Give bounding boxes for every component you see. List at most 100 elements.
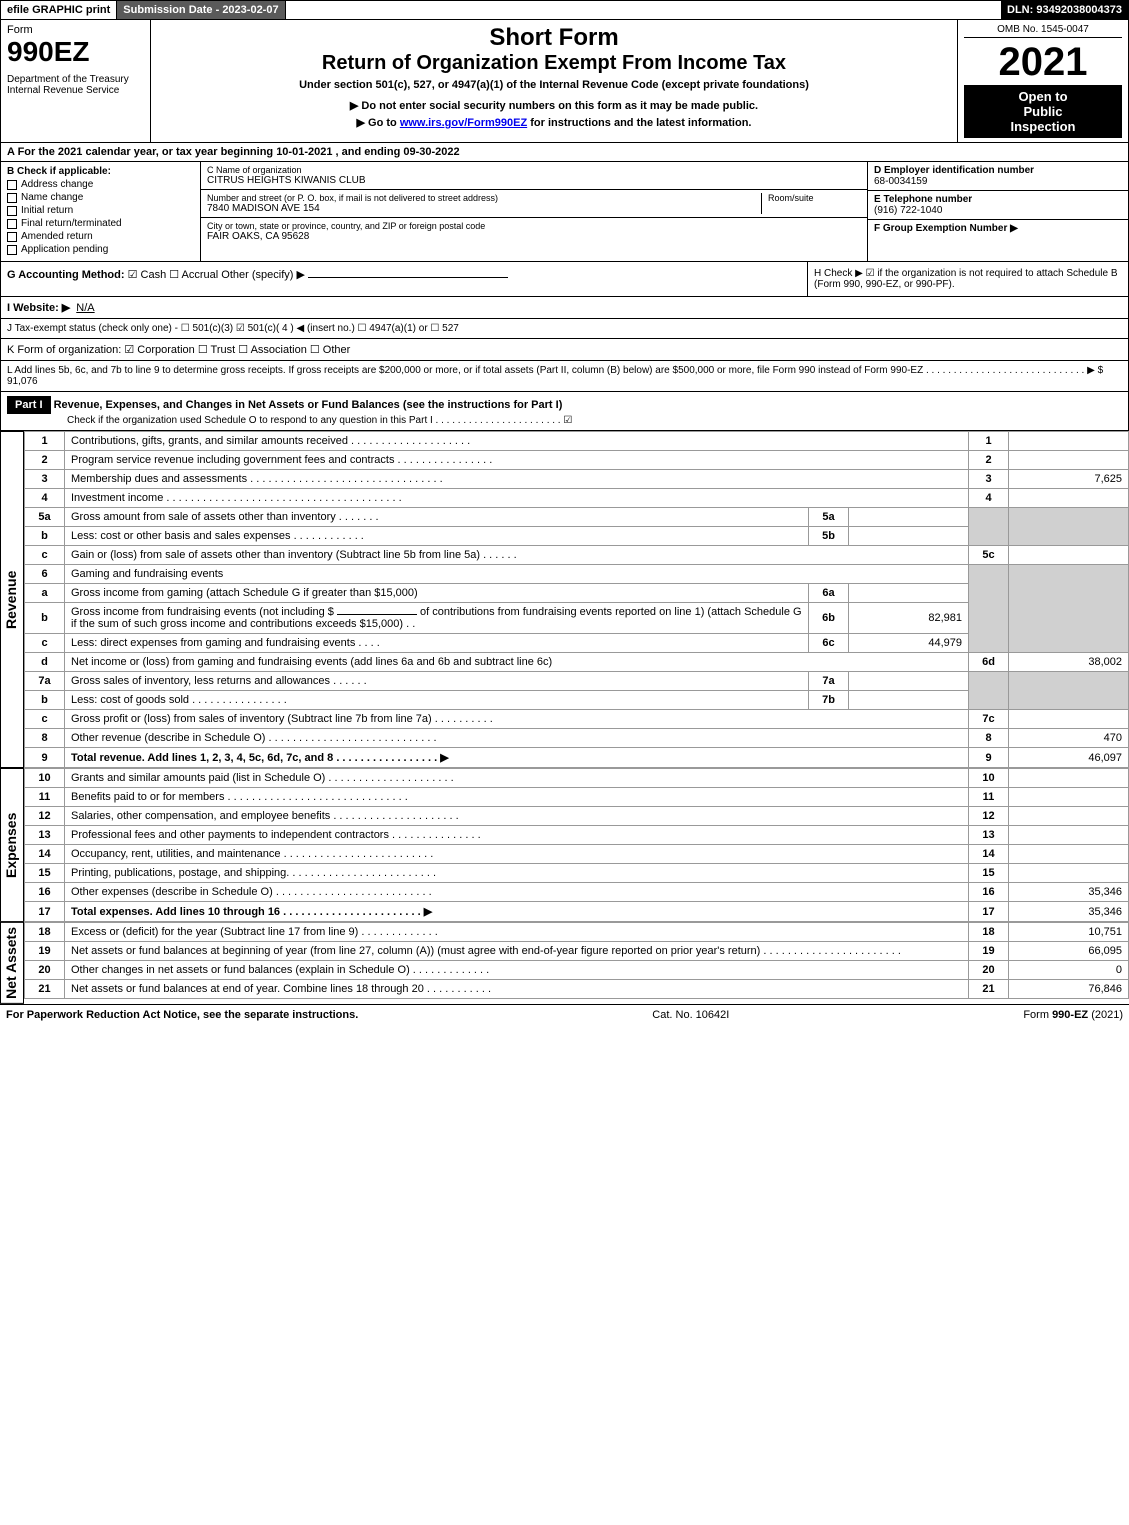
g-options: ☑ Cash ☐ Accrual Other (specify) ▶ <box>128 269 305 281</box>
form-title: Return of Organization Exempt From Incom… <box>157 52 951 75</box>
col-def: D Employer identification number 68-0034… <box>868 162 1128 261</box>
e-phone-label: E Telephone number <box>874 194 972 205</box>
goto-note: ▶ Go to www.irs.gov/Form990EZ for instru… <box>157 116 951 129</box>
part1-tag: Part I <box>7 396 51 414</box>
addr-label: Number and street (or P. O. box, if mail… <box>207 193 761 203</box>
c-name-label: C Name of organization <box>207 165 861 175</box>
line-1: 1Contributions, gifts, grants, and simil… <box>25 432 1129 451</box>
line-6a: aGross income from gaming (attach Schedu… <box>25 584 1129 603</box>
col-c: C Name of organization CITRUS HEIGHTS KI… <box>201 162 868 261</box>
f-group-label: F Group Exemption Number ▶ <box>874 223 1018 234</box>
dln-label: DLN: 93492038004373 <box>1001 1 1128 19</box>
d-ein-label: D Employer identification number <box>874 165 1034 176</box>
line-13: 13Professional fees and other payments t… <box>25 826 1129 845</box>
g-label: G Accounting Method: <box>7 269 125 281</box>
revenue-section: Revenue 1Contributions, gifts, grants, a… <box>0 431 1129 768</box>
footer: For Paperwork Reduction Act Notice, see … <box>0 1004 1129 1025</box>
chk-final-return[interactable]: Final return/terminated <box>7 218 194 229</box>
tax-year: 2021 <box>964 40 1122 85</box>
ssn-note: ▶ Do not enter social security numbers o… <box>157 99 951 112</box>
line-16: 16Other expenses (describe in Schedule O… <box>25 883 1129 902</box>
line-17: 17Total expenses. Add lines 10 through 1… <box>25 902 1129 922</box>
line-12: 12Salaries, other compensation, and empl… <box>25 807 1129 826</box>
line-7b: bLess: cost of goods sold . . . . . . . … <box>25 691 1129 710</box>
j-tax-exempt: J Tax-exempt status (check only one) - ☐… <box>7 323 459 334</box>
form-label: Form <box>7 24 144 36</box>
row-i: I Website: ▶ N/A <box>0 297 1129 319</box>
row-l: L Add lines 5b, 6c, and 7b to line 9 to … <box>0 361 1129 392</box>
dept-irs: Internal Revenue Service <box>7 85 144 96</box>
section-bcdef: B Check if applicable: Address change Na… <box>0 162 1129 262</box>
col-b: B Check if applicable: Address change Na… <box>1 162 201 261</box>
dept-treasury: Department of the Treasury <box>7 74 144 85</box>
footer-left: For Paperwork Reduction Act Notice, see … <box>6 1009 358 1021</box>
footer-right: Form 990-EZ (2021) <box>1023 1009 1123 1021</box>
chk-initial-return[interactable]: Initial return <box>7 205 194 216</box>
part1-header: Part I Revenue, Expenses, and Changes in… <box>0 392 1129 431</box>
revenue-side-label: Revenue <box>0 431 24 768</box>
h-check: H Check ▶ ☑ if the organization is not r… <box>808 262 1128 296</box>
open-to-public-box: Open to Public Inspection <box>964 85 1122 138</box>
part1-sub: Check if the organization used Schedule … <box>67 415 572 426</box>
line-20: 20Other changes in net assets or fund ba… <box>25 961 1129 980</box>
form-header: Form 990EZ Department of the Treasury In… <box>0 20 1129 143</box>
omb-number: OMB No. 1545-0047 <box>964 24 1122 38</box>
row-j: J Tax-exempt status (check only one) - ☐… <box>0 319 1129 339</box>
line-5a: 5aGross amount from sale of assets other… <box>25 508 1129 527</box>
line-18: 18Excess or (deficit) for the year (Subt… <box>25 923 1129 942</box>
line-7a: 7aGross sales of inventory, less returns… <box>25 672 1129 691</box>
line-6c: cLess: direct expenses from gaming and f… <box>25 634 1129 653</box>
part1-title: Revenue, Expenses, and Changes in Net As… <box>54 399 563 411</box>
line-6: 6Gaming and fundraising events <box>25 565 1129 584</box>
net-assets-side-label: Net Assets <box>0 922 24 1004</box>
line-10: 10Grants and similar amounts paid (list … <box>25 769 1129 788</box>
line-4: 4Investment income . . . . . . . . . . .… <box>25 489 1129 508</box>
submission-date-button[interactable]: Submission Date - 2023-02-07 <box>117 1 285 19</box>
revenue-table: 1Contributions, gifts, grants, and simil… <box>24 431 1129 768</box>
k-form-org: K Form of organization: ☑ Corporation ☐ … <box>7 343 350 356</box>
net-assets-table: 18Excess or (deficit) for the year (Subt… <box>24 922 1129 999</box>
chk-name-change[interactable]: Name change <box>7 192 194 203</box>
net-assets-section: Net Assets 18Excess or (deficit) for the… <box>0 922 1129 1004</box>
line-2: 2Program service revenue including gover… <box>25 451 1129 470</box>
form-subtitle: Under section 501(c), 527, or 4947(a)(1)… <box>157 79 951 91</box>
section-a-text: A For the 2021 calendar year, or tax yea… <box>7 146 460 158</box>
chk-amended-return[interactable]: Amended return <box>7 231 194 242</box>
line-7c: cGross profit or (loss) from sales of in… <box>25 710 1129 729</box>
city-value: FAIR OAKS, CA 95628 <box>207 231 861 242</box>
line-6b: bGross income from fundraising events (n… <box>25 603 1129 634</box>
city-label: City or town, state or province, country… <box>207 221 861 231</box>
col-b-header: B Check if applicable: <box>7 166 111 177</box>
line-5b: bLess: cost or other basis and sales exp… <box>25 527 1129 546</box>
i-website-value: N/A <box>76 302 94 314</box>
irs-link[interactable]: www.irs.gov/Form990EZ <box>400 117 527 129</box>
d-ein-value: 68-0034159 <box>874 176 927 187</box>
line-8: 8Other revenue (describe in Schedule O) … <box>25 729 1129 748</box>
line-15: 15Printing, publications, postage, and s… <box>25 864 1129 883</box>
line-9: 9Total revenue. Add lines 1, 2, 3, 4, 5c… <box>25 748 1129 768</box>
row-k: K Form of organization: ☑ Corporation ☐ … <box>0 339 1129 361</box>
top-bar: efile GRAPHIC print Submission Date - 20… <box>0 0 1129 20</box>
footer-cat-no: Cat. No. 10642I <box>652 1009 729 1021</box>
chk-application-pending[interactable]: Application pending <box>7 244 194 255</box>
chk-address-change[interactable]: Address change <box>7 179 194 190</box>
line-6d: dNet income or (loss) from gaming and fu… <box>25 653 1129 672</box>
e-phone-value: (916) 722-1040 <box>874 205 942 216</box>
line-5c: cGain or (loss) from sale of assets othe… <box>25 546 1129 565</box>
row-gh: G Accounting Method: ☑ Cash ☐ Accrual Ot… <box>0 262 1129 297</box>
expenses-side-label: Expenses <box>0 768 24 922</box>
l-gross-receipts: L Add lines 5b, 6c, and 7b to line 9 to … <box>7 365 1122 387</box>
form-number: 990EZ <box>7 36 144 68</box>
line-14: 14Occupancy, rent, utilities, and mainte… <box>25 845 1129 864</box>
org-name: CITRUS HEIGHTS KIWANIS CLUB <box>207 175 861 186</box>
room-label: Room/suite <box>768 193 861 203</box>
line-21: 21Net assets or fund balances at end of … <box>25 980 1129 999</box>
line-3: 3Membership dues and assessments . . . .… <box>25 470 1129 489</box>
short-form-label: Short Form <box>157 24 951 52</box>
addr-value: 7840 MADISON AVE 154 <box>207 203 761 214</box>
section-a: A For the 2021 calendar year, or tax yea… <box>0 143 1129 162</box>
line-19: 19Net assets or fund balances at beginni… <box>25 942 1129 961</box>
expenses-table: 10Grants and similar amounts paid (list … <box>24 768 1129 922</box>
efile-print-button[interactable]: efile GRAPHIC print <box>1 1 117 19</box>
line-11: 11Benefits paid to or for members . . . … <box>25 788 1129 807</box>
